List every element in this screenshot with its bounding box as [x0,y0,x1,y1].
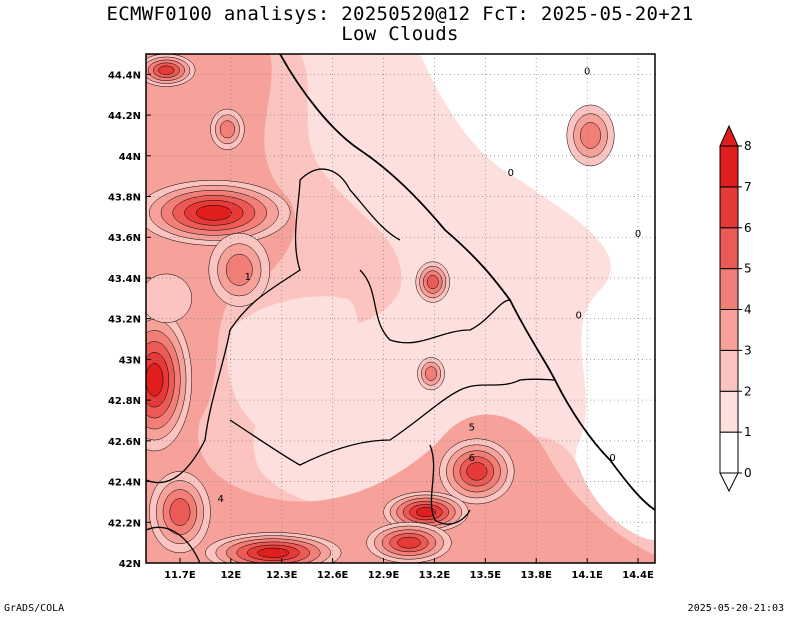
field-level1-central [227,296,409,451]
colorbar-swatch-0 [719,431,739,474]
field-zero-region [420,54,655,563]
timestamp-text: 2025-05-20-21:03 [687,603,784,614]
contour-label: 0 [609,453,615,464]
colorbar-swatch-7 [719,145,739,188]
x-tick-label: 13.8E [520,570,552,581]
colorbar-label: 5 [744,262,752,276]
y-tick-label: 44.4N [108,70,141,81]
field-level3-west [146,54,655,563]
colorbar-swatch-1 [719,390,739,433]
boundaries-layer [146,54,655,563]
x-tick-label: 12E [220,570,241,581]
y-axis: 42N 42.2N 42.4N 42.6N 42.8N 43N 43.2N 43.4N 43.6… [108,70,151,570]
colorbar-bottom-arrow [719,472,739,493]
y-tick-label: 42.6N [108,437,141,448]
contour-label: 5 [469,423,475,434]
field-blob-7-level-4 [424,366,438,381]
contour-label: 0 [575,311,581,322]
region-border-2 [229,378,556,466]
field-blob-1-level-2 [146,273,193,323]
colorbar-label: 8 [744,139,752,153]
field-blob-2-level-7 [195,205,232,221]
colorbar-label: 3 [744,343,752,357]
contour-label: 0 [635,229,641,240]
y-tick-label: 42.8N [108,396,141,407]
colorbar: 0 1 2 3 4 5 6 7 8 [719,124,752,493]
colorbar-label: 7 [744,180,752,194]
coastline [279,54,655,511]
field-blob-4-level-4 [219,120,235,139]
x-tick-label: 11.7E [164,570,196,581]
x-tick-label: 12.6E [317,570,349,581]
colorbar-label: 0 [744,466,752,480]
y-tick-label: 43.6N [108,233,141,244]
field-blob-11-level-7 [257,547,290,558]
field-blob-5-level-6 [158,65,175,75]
colorbar-label: 4 [744,303,752,317]
region-border-5 [146,526,201,563]
y-tick-label: 43.8N [108,193,141,204]
contour-labels: 0 0 0 0 0 1 5 6 4 [217,66,641,505]
x-tick-label: 13.2E [419,570,451,581]
field-blob-0-level-7 [146,363,164,397]
y-tick-label: 43.4N [108,274,141,285]
map-field-layer [146,54,655,563]
colorbar-swatch-2 [719,349,739,392]
colorbar-top-arrow [719,124,739,147]
x-tick-label: 14.1E [571,570,603,581]
colorbar-label: 2 [744,384,752,398]
field-blob-6-level-5 [426,274,439,290]
map-frame [145,53,656,564]
credit-text: GrADS/COLA [4,603,65,614]
contour-label: 0 [508,168,514,179]
x-tick-label: 14.4E [622,570,654,581]
y-tick-label: 44.2N [108,111,141,122]
y-tick-label: 44N [119,152,141,163]
region-border-4 [359,269,511,344]
field-blob-8-level-4 [580,122,601,149]
colorbar-swatch-6 [719,186,739,229]
contour-label: 6 [469,453,475,464]
contour-label: 1 [245,272,251,283]
field-blob-13-level-6 [397,536,421,549]
map-grid [146,54,655,563]
y-tick-label: 42.2N [108,518,141,529]
contour-label: 4 [217,494,223,505]
colorbar-swatch-4 [719,268,739,310]
x-tick-label: 13.5E [470,570,502,581]
x-tick-label: 12.3E [266,570,298,581]
chart-subtitle: Low Clouds [341,23,459,45]
y-tick-label: 43N [119,355,141,366]
colorbar-swatch-3 [719,309,739,351]
region-border-3 [429,444,471,525]
y-tick-label: 43.2N [108,315,141,326]
y-tick-label: 42N [119,559,141,570]
chart-title: ECMWF0100 analisys: 20250520@12 FcT: 202… [106,3,694,25]
y-tick-label: 42.4N [108,478,141,489]
colorbar-label: 1 [744,425,752,439]
colorbar-label: 6 [744,221,752,235]
contour-label: 0 [584,66,590,77]
field-blob-12-level-5 [169,498,191,526]
field-blob-3-level-4 [225,253,253,286]
x-tick-label: 12.9E [368,570,400,581]
x-axis: 11.7E 12E 12.3E 12.6E 12.9E 13.2E 13.5E 13.8E 14… [164,558,654,581]
region-border-1 [146,168,401,484]
field-blob-9-level-6 [466,462,488,481]
field-blob-10-level-7 [415,507,436,518]
colorbar-swatch-5 [719,227,739,270]
